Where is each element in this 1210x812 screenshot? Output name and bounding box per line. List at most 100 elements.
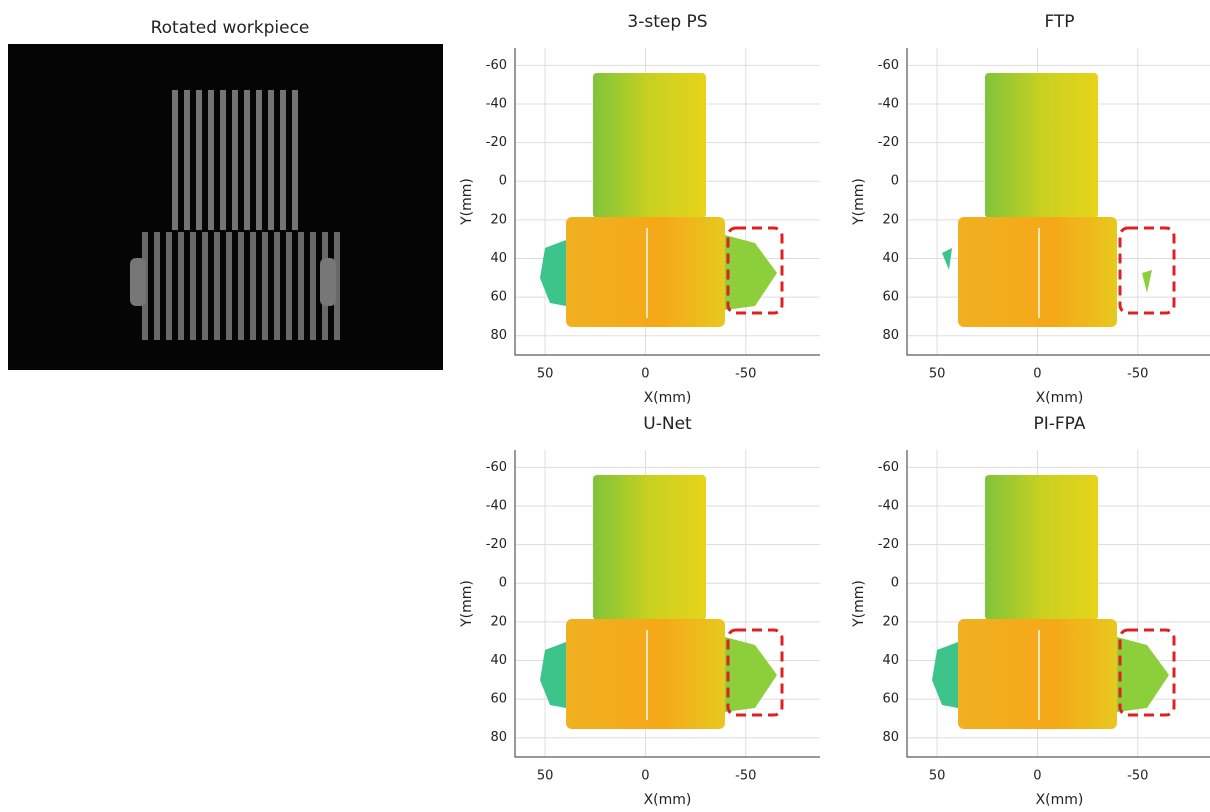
y-tick-label: 80: [490, 730, 507, 745]
fringe: [238, 232, 244, 340]
x-axis-label: X(mm): [1036, 792, 1084, 808]
plot-title: PI-FPA: [1034, 414, 1086, 434]
fringe: [190, 232, 196, 340]
highlight-box: [726, 628, 784, 717]
fringe: [268, 90, 274, 230]
x-tick-label: 0: [641, 769, 649, 784]
x-axis-label: X(mm): [644, 390, 692, 406]
y-tick-label: 80: [882, 328, 899, 343]
fringe: [250, 232, 256, 340]
y-axis-label: Y(mm): [851, 178, 867, 226]
y-tick-label: 20: [490, 614, 507, 629]
y-tick-label: -60: [486, 58, 507, 73]
left-ear: [932, 240, 958, 306]
y-tick-label: -20: [878, 135, 899, 150]
fringe-pattern: [130, 90, 340, 340]
y-tick-label: 0: [499, 576, 507, 591]
y-tick-label: -40: [878, 96, 899, 111]
right-ear: [1117, 637, 1169, 712]
image-title: Rotated workpiece: [151, 18, 310, 38]
ear: [320, 258, 336, 306]
y-tick-label: 60: [490, 290, 507, 305]
fringe: [274, 232, 280, 340]
upper-cylinder: [593, 73, 706, 218]
y-tick-label: -40: [878, 498, 899, 513]
fringe: [262, 232, 268, 340]
fringe: [280, 90, 286, 230]
fringe: [244, 90, 250, 230]
y-tick-label: 60: [490, 692, 507, 707]
fringe: [256, 90, 262, 230]
fringe: [286, 232, 292, 340]
fringe: [310, 232, 316, 340]
fringe: [226, 232, 232, 340]
fringe: [334, 232, 340, 340]
x-tick-label: 50: [537, 367, 554, 382]
upper-cylinder: [985, 73, 1098, 218]
right-ear: [725, 637, 777, 712]
x-tick-label: -50: [735, 367, 756, 382]
fringe: [202, 232, 208, 340]
y-tick-label: 20: [490, 212, 507, 227]
left-ear: [540, 240, 566, 306]
y-tick-label: -20: [486, 135, 507, 150]
y-tick-label: 80: [490, 328, 507, 343]
fringe: [232, 90, 238, 230]
y-axis-label: Y(mm): [459, 178, 475, 226]
y-tick-label: 0: [891, 174, 899, 189]
axis: [906, 48, 1210, 356]
y-tick-label: 40: [490, 653, 507, 668]
x-tick-label: 50: [537, 769, 554, 784]
x-axis-label: X(mm): [1036, 390, 1084, 406]
lower-body: [566, 619, 725, 729]
fringe: [196, 90, 202, 230]
x-axis-label: X(mm): [644, 792, 692, 808]
fringe: [214, 232, 220, 340]
fringe: [220, 90, 226, 230]
upper-cylinder: [593, 475, 706, 620]
left-ear: [540, 642, 566, 708]
x-tick-label: 50: [929, 367, 946, 382]
fringe: [154, 232, 160, 340]
x-tick-label: -50: [1127, 769, 1148, 784]
y-tick-label: 60: [882, 290, 899, 305]
plot-title: 3-step PS: [627, 12, 707, 32]
plot-title: FTP: [1044, 12, 1074, 32]
fragment: [1142, 270, 1152, 293]
fringe: [298, 232, 304, 340]
lower-body: [958, 217, 1117, 327]
x-tick-label: 50: [929, 769, 946, 784]
y-tick-label: 40: [882, 653, 899, 668]
y-tick-label: 80: [882, 730, 899, 745]
plot-title: U-Net: [643, 414, 692, 434]
y-tick-label: -40: [486, 96, 507, 111]
fringe: [178, 232, 184, 340]
highlight-box: [726, 226, 784, 315]
y-tick-label: -20: [878, 537, 899, 552]
fringe: [292, 90, 298, 230]
upper-cylinder: [985, 475, 1098, 620]
x-tick-label: -50: [1127, 367, 1148, 382]
lower-body: [958, 619, 1117, 729]
y-tick-label: 20: [882, 614, 899, 629]
y-tick-label: -60: [878, 58, 899, 73]
highlight-box: [1118, 226, 1176, 315]
x-tick-label: 0: [1033, 769, 1041, 784]
fragment: [942, 248, 952, 270]
axis: [514, 48, 820, 356]
y-tick-label: 0: [891, 576, 899, 591]
right-ear: [725, 235, 777, 310]
y-tick-label: 40: [490, 251, 507, 266]
y-tick-label: -40: [486, 498, 507, 513]
y-tick-label: 60: [882, 692, 899, 707]
lower-body: [566, 217, 725, 327]
fringe: [184, 90, 190, 230]
fringe: [166, 232, 172, 340]
y-tick-label: -60: [486, 460, 507, 475]
highlight-box: [1118, 628, 1176, 717]
y-axis-label: Y(mm): [459, 580, 475, 628]
x-tick-label: 0: [1033, 367, 1041, 382]
y-tick-label: -20: [486, 537, 507, 552]
